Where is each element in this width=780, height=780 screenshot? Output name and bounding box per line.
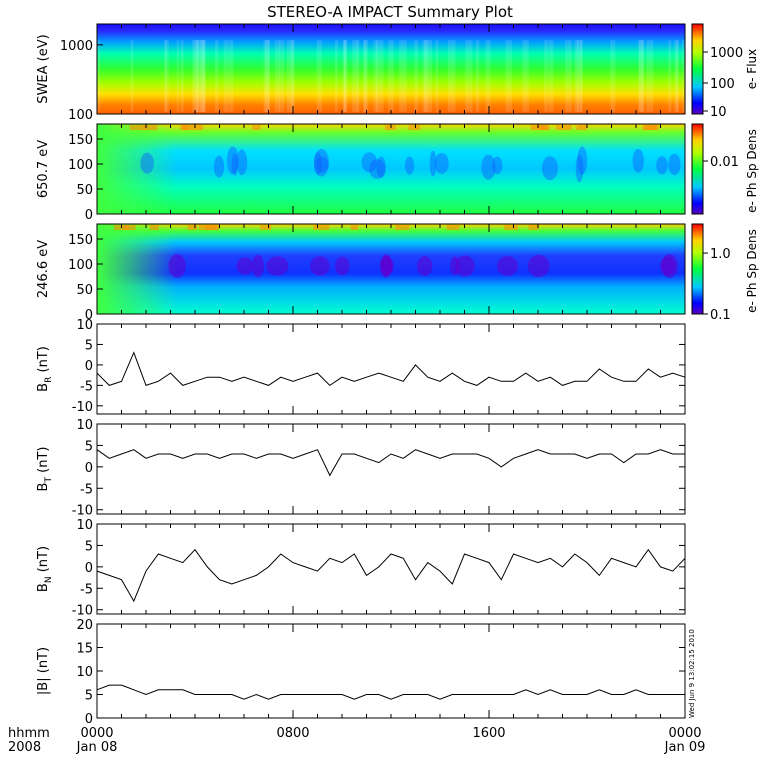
plot-timestamp: Wed Jun 9 13:02:15 2010 <box>688 629 696 718</box>
swea-spectrogram <box>96 23 690 115</box>
time-axis-label-year: 2008 <box>8 740 41 755</box>
colorbar-650 <box>691 123 704 215</box>
line-panel-ylabel: BN (nT) <box>36 546 54 592</box>
colorbar-tick-label: 0.1 <box>710 308 731 323</box>
ytick-label: 10 <box>76 418 93 433</box>
ylabel-quantity: B <box>36 483 51 492</box>
ylabel-unit: (nT) <box>36 647 51 677</box>
chart-title: STEREO-A IMPACT Summary Plot <box>267 3 513 21</box>
br-panel <box>96 323 686 415</box>
ytick-label: 5 <box>85 338 93 353</box>
line-panel-ylabel: BR (nT) <box>36 346 54 392</box>
bt-panel <box>96 423 686 515</box>
ytick-label: -10 <box>72 400 93 415</box>
ylabel-subscript: N <box>44 576 54 583</box>
ytick-label: 10 <box>76 318 93 333</box>
line-panel-ylabel: BT (nT) <box>36 447 54 492</box>
ytick-label: 10 <box>76 665 93 680</box>
ylabel-quantity: |B| <box>36 677 51 695</box>
time-tick-label: 0800 <box>276 726 309 741</box>
colorbar-label: e- Ph Sp Dens <box>745 229 759 313</box>
ytick-label: 0 <box>85 359 93 374</box>
line-panel-ylabel: |B| (nT) <box>36 647 51 695</box>
ytick-label: 100 <box>68 158 93 173</box>
ylabel-unit: (nT) <box>36 447 51 477</box>
line-series <box>96 351 686 700</box>
series-line <box>96 548 686 603</box>
ytick-label: 1000 <box>60 39 93 54</box>
colorbar-tick-label: 100 <box>710 77 735 92</box>
ytick-label: 5 <box>85 689 93 704</box>
colorbar-label: e- Ph Sp Dens <box>745 129 759 213</box>
ytick-label: 100 <box>68 108 93 123</box>
series-line <box>96 684 685 700</box>
ytick-label: 15 <box>76 642 93 657</box>
ylabel-subscript: T <box>44 477 54 484</box>
colorbar-tick-label: 1000 <box>710 46 743 61</box>
ytick-label: 150 <box>68 233 93 248</box>
time-tick-date: Jan 08 <box>76 740 118 755</box>
ytick-label: 0 <box>85 712 93 727</box>
series-line <box>96 449 685 477</box>
colorbar-label: e- Flux <box>745 49 759 89</box>
pad-246-spectrogram <box>96 223 686 315</box>
colorbar-246 <box>691 223 704 315</box>
ytick-label: -5 <box>80 582 93 597</box>
bmag-panel <box>96 623 686 719</box>
ylabel-unit: (nT) <box>36 546 51 576</box>
ytick-label: 150 <box>68 133 93 148</box>
time-tick-label: 1600 <box>472 726 505 741</box>
ylabel-quantity: B <box>36 383 51 392</box>
pad-650-spectrogram <box>96 123 686 215</box>
ylabel-subscript: R <box>44 377 54 383</box>
time-tick-date: Jan 09 <box>664 740 706 755</box>
spectrogram-ylabel: 650.7 eV <box>36 140 51 198</box>
spectrogram-ylabel: SWEA (eV) <box>36 34 51 103</box>
ylabel-quantity: B <box>36 583 51 592</box>
ytick-label: 100 <box>68 258 93 273</box>
series-line <box>96 351 686 387</box>
ytick-label: 0 <box>85 208 93 223</box>
ytick-label: 50 <box>76 283 93 298</box>
ytick-label: -5 <box>80 482 93 497</box>
ytick-label: 5 <box>85 439 93 454</box>
colorbar-swea <box>691 23 704 115</box>
ytick-label: 20 <box>76 618 93 633</box>
axis-ticks <box>96 24 708 719</box>
time-axis-label-hhmm: hhmm <box>8 726 50 741</box>
ytick-label: 5 <box>85 539 93 554</box>
ytick-label: -5 <box>80 379 93 394</box>
colorbar-tick-label: 10 <box>710 105 727 120</box>
ytick-label: 0 <box>85 308 93 323</box>
bn-panel <box>96 523 686 615</box>
ytick-label: 0 <box>85 561 93 576</box>
ytick-label: -10 <box>72 504 93 519</box>
spectrogram-ylabel: 246.6 eV <box>36 240 51 298</box>
ytick-label: 0 <box>85 461 93 476</box>
colorbar-tick-label: 0.01 <box>710 155 739 170</box>
time-tick-label: 0000 <box>80 726 113 741</box>
time-tick-label: 0000 <box>668 726 701 741</box>
ytick-label: 50 <box>76 183 93 198</box>
ylabel-unit: (nT) <box>36 346 51 376</box>
ytick-label: 10 <box>76 518 93 533</box>
colorbar-tick-label: 1.0 <box>710 247 731 262</box>
ytick-label: -10 <box>72 604 93 619</box>
